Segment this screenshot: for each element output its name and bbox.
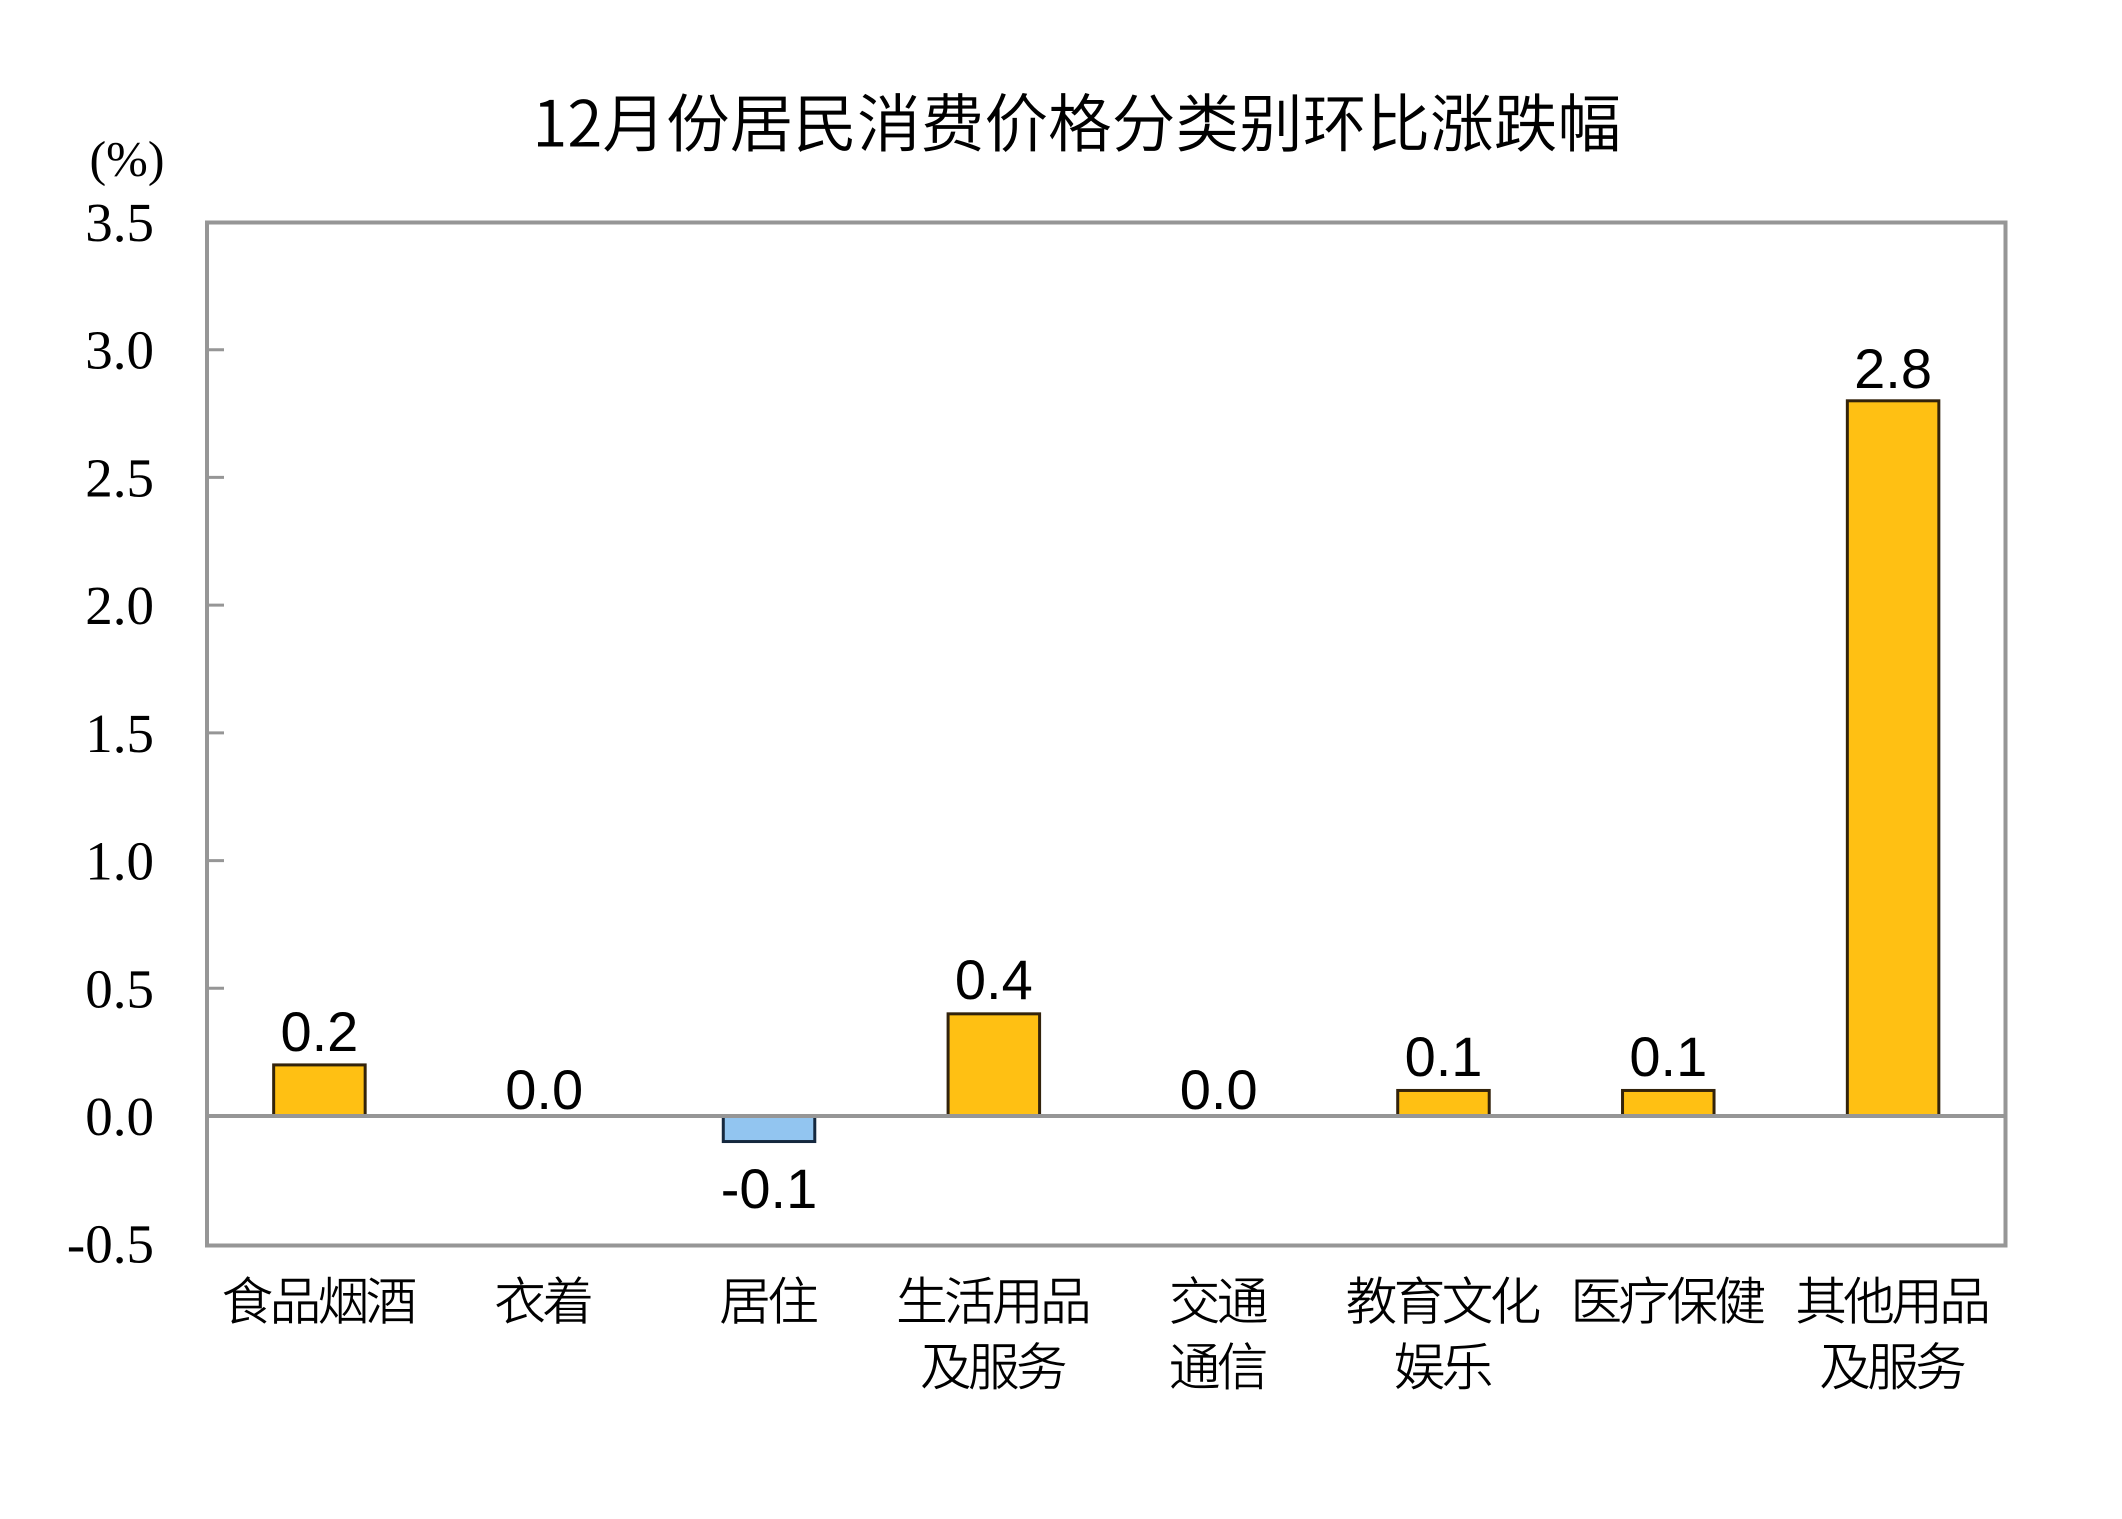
svg-text:2.8: 2.8 [1854, 337, 1932, 400]
svg-text:-0.1: -0.1 [721, 1157, 818, 1220]
svg-text:3.0: 3.0 [85, 320, 154, 381]
svg-text:2.0: 2.0 [85, 575, 154, 636]
svg-text:0.5: 0.5 [85, 958, 154, 1019]
svg-text:2.5: 2.5 [85, 447, 154, 508]
svg-text:1.5: 1.5 [85, 703, 154, 764]
svg-text:-0.5: -0.5 [67, 1214, 154, 1275]
svg-text:0.4: 0.4 [955, 948, 1033, 1011]
svg-text:(%): (%) [90, 131, 165, 187]
svg-text:3.5: 3.5 [85, 192, 154, 253]
svg-text:0.1: 0.1 [1405, 1025, 1483, 1088]
svg-text:0.0: 0.0 [1180, 1058, 1258, 1121]
svg-text:0.0: 0.0 [85, 1086, 154, 1147]
svg-text:0.1: 0.1 [1629, 1025, 1707, 1088]
svg-text:0.2: 0.2 [280, 1000, 358, 1063]
svg-text:0.0: 0.0 [505, 1058, 583, 1121]
svg-text:1.0: 1.0 [85, 831, 154, 892]
